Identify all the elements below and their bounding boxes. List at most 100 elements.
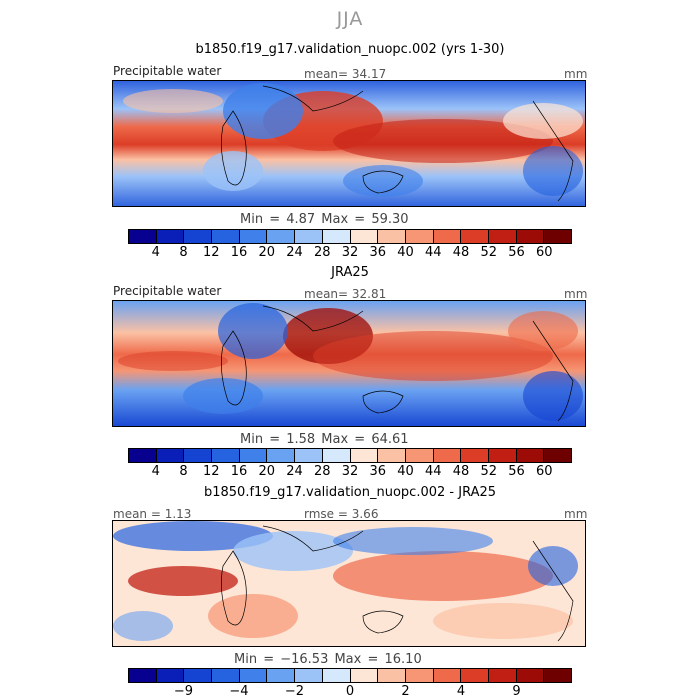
colorbar-cell: [433, 449, 462, 462]
panel-1-ticks: 4 8 12 16 20 24 28 32 36 40 44 48 52 56 60: [128, 245, 572, 261]
tick-label: 2: [401, 684, 410, 699]
tick-label: 8: [179, 245, 188, 260]
colorbar-cell: [267, 449, 296, 462]
panel-1-stats: Min = 4.87 Max = 59.30: [240, 212, 409, 227]
tick-label: 52: [480, 464, 498, 479]
panel-3-colorbar: [128, 668, 572, 683]
panel-2-mean-label: mean= 32.81: [304, 287, 387, 301]
tick-label: 8: [179, 464, 188, 479]
colorbar-cell: [544, 669, 571, 682]
colorbar-cell: [461, 449, 489, 462]
tick-label: 40: [397, 245, 414, 260]
panel-3-ticks: −9 −4 −2 0 2 4 9: [128, 684, 572, 700]
colorbar-cell: [212, 669, 240, 682]
panel-1-variable-label: Precipitable water: [113, 64, 222, 78]
colorbar-cell: [129, 669, 157, 682]
tick-label: 52: [480, 245, 498, 260]
tick-label: 16: [230, 464, 248, 479]
season-title: JJA: [336, 8, 364, 30]
colorbar-cell: [184, 669, 213, 682]
panel-3-rmse-label: rmse = 3.66: [304, 507, 379, 521]
tick-label: 44: [424, 464, 442, 479]
panel-1-colorbar: [128, 229, 572, 244]
colorbar-cell: [184, 449, 213, 462]
panel-2-stats: Min = 1.58 Max = 64.61: [240, 432, 409, 447]
panel-1-heatmap: [113, 81, 585, 206]
colorbar-cell: [295, 449, 323, 462]
tick-label: 12: [202, 245, 220, 260]
tick-label: 16: [230, 245, 248, 260]
colorbar-cell: [239, 669, 268, 682]
colorbar-cell: [212, 230, 240, 243]
tick-label: 56: [508, 245, 525, 260]
colorbar-cell: [295, 230, 323, 243]
colorbar-cell: [544, 449, 571, 462]
colorbar-cell: [350, 230, 379, 243]
tick-label: 20: [258, 245, 276, 260]
colorbar-cell: [378, 449, 406, 462]
colorbar-cell: [239, 230, 268, 243]
colorbar-cell: [129, 230, 157, 243]
colorbar-cell: [544, 230, 571, 243]
panel-1-mean-label: mean= 34.17: [304, 67, 387, 81]
tick-label: 36: [369, 245, 387, 260]
tick-label: −9: [173, 684, 194, 699]
panel-3-title: b1850.f19_g17.validation_nuopc.002 - JRA…: [203, 485, 497, 500]
colorbar-cell: [156, 230, 185, 243]
panel-3-heatmap: [113, 521, 585, 646]
colorbar-cell: [378, 669, 406, 682]
colorbar-cell: [129, 449, 157, 462]
tick-label: 28: [313, 464, 331, 479]
tick-label: 48: [452, 245, 470, 260]
colorbar-cell: [516, 230, 545, 243]
tick-label: 24: [286, 245, 303, 260]
panel-3-map: [112, 520, 586, 647]
panel-1-title: b1850.f19_g17.validation_nuopc.002 (yrs …: [195, 42, 505, 57]
colorbar-cell: [350, 669, 379, 682]
panel-3-stats: Min = −16.53 Max = 16.10: [234, 652, 422, 667]
colorbar-cell: [322, 449, 351, 462]
colorbar-cell: [516, 669, 545, 682]
colorbar-cell: [488, 449, 517, 462]
tick-label: −2: [284, 684, 305, 699]
colorbar-cell: [405, 449, 434, 462]
panel-3-units: mm: [564, 507, 588, 521]
tick-label: 9: [512, 684, 521, 699]
tick-label: 20: [258, 464, 276, 479]
tick-label: 4: [151, 245, 160, 260]
panel-2-ticks: 4 8 12 16 20 24 28 32 36 40 44 48 52 56 60: [128, 464, 572, 480]
tick-label: 12: [202, 464, 220, 479]
tick-label: 44: [424, 245, 442, 260]
colorbar-cell: [212, 449, 240, 462]
colorbar-cell: [156, 449, 185, 462]
panel-1-map: [112, 80, 586, 207]
colorbar-cell: [184, 230, 213, 243]
panel-1-units: mm: [564, 67, 588, 81]
tick-label: 56: [508, 464, 525, 479]
colorbar-cell: [378, 230, 406, 243]
colorbar-cell: [322, 230, 351, 243]
panel-2-colorbar: [128, 448, 572, 463]
colorbar-cell: [433, 230, 462, 243]
colorbar-cell: [433, 669, 462, 682]
colorbar-cell: [516, 449, 545, 462]
colorbar-cell: [350, 449, 379, 462]
tick-label: 4: [151, 464, 160, 479]
tick-label: 28: [313, 245, 331, 260]
colorbar-cell: [322, 669, 351, 682]
colorbar-cell: [461, 230, 489, 243]
tick-label: 36: [369, 464, 387, 479]
tick-label: 48: [452, 464, 470, 479]
panel-2-title: JRA25: [331, 265, 369, 280]
tick-label: 24: [286, 464, 303, 479]
colorbar-cell: [405, 669, 434, 682]
colorbar-cell: [488, 669, 517, 682]
panel-3-mean-label: mean = 1.13: [113, 507, 192, 521]
tick-label: 60: [535, 464, 553, 479]
tick-label: 40: [397, 464, 414, 479]
colorbar-cell: [295, 669, 323, 682]
tick-label: −4: [229, 684, 249, 699]
colorbar-cell: [156, 669, 185, 682]
panel-2-heatmap: [113, 301, 585, 426]
colorbar-cell: [267, 669, 296, 682]
